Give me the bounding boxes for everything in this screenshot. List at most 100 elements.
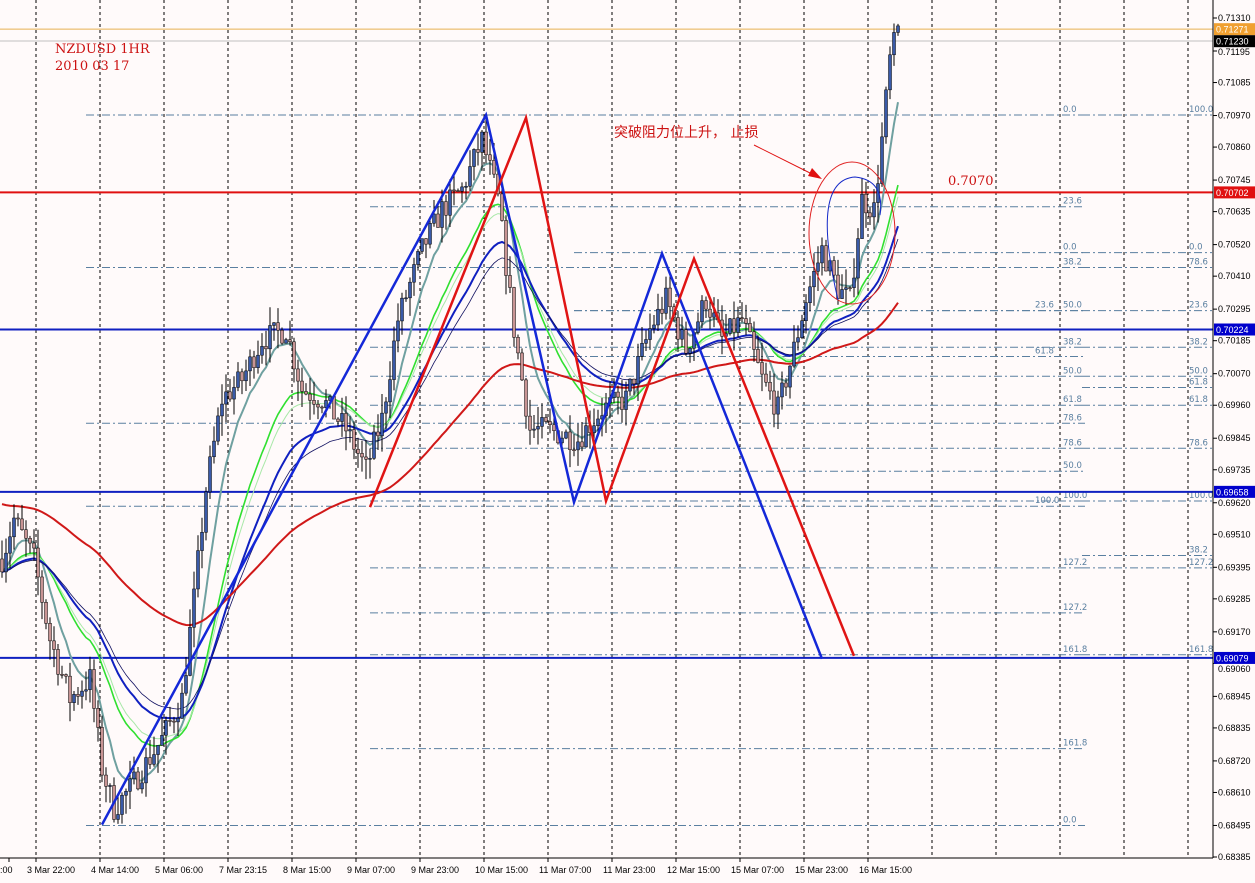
fib-label: 0.0 xyxy=(1063,105,1077,115)
candle-bear xyxy=(300,380,304,392)
arrow-line xyxy=(753,144,817,177)
candle-bull xyxy=(648,328,652,340)
candle-bull xyxy=(680,329,684,340)
price-axis[interactable]: 0.71310 0.71195 0.71085 0.70970 0.70860 0.707… xyxy=(1213,13,1251,862)
candle-bull xyxy=(144,757,148,784)
arrow-head xyxy=(808,168,822,179)
candle-bear xyxy=(356,448,360,454)
fib-label: 161.8 xyxy=(1189,645,1213,655)
red-ellipse xyxy=(808,161,896,305)
annotations: 突破阻力位上升， 止损 0.7070 NZDUSD 1HR 2010 03 17 xyxy=(55,42,994,305)
fib-label: 61.8 xyxy=(1035,346,1054,356)
candle-bull xyxy=(400,297,404,322)
candle-bear xyxy=(784,382,788,388)
candle-bull xyxy=(852,277,856,288)
candle-bull xyxy=(368,458,372,460)
candle-bull xyxy=(576,441,580,451)
candle-bull xyxy=(460,186,464,192)
candle-bear xyxy=(708,308,712,318)
candle-bear xyxy=(32,542,36,549)
price-marker-badge xyxy=(1214,485,1255,498)
candle-bull xyxy=(628,378,632,392)
candle-bull xyxy=(388,379,392,403)
time-tick-label: 9 Mar 23:00 xyxy=(411,865,459,875)
candle-bull xyxy=(860,193,864,239)
candle-bull xyxy=(804,302,808,321)
time-tick-label: 10 Mar 15:00 xyxy=(475,865,528,875)
candle-bull xyxy=(108,785,112,787)
candle-bear xyxy=(620,396,624,410)
candle-bull xyxy=(12,517,16,538)
candle-bear xyxy=(40,576,44,603)
candle-bear xyxy=(512,287,516,338)
candle-bear xyxy=(548,421,552,425)
candle-bear xyxy=(572,449,576,451)
candle-bear xyxy=(508,275,512,288)
candle-bull xyxy=(196,550,200,590)
chart-subtitle: 2010 03 17 xyxy=(55,59,129,74)
candle-bull xyxy=(256,354,260,368)
candle-bull xyxy=(372,431,376,459)
candle-bull xyxy=(652,324,656,329)
candle-bull xyxy=(260,346,264,356)
candle-bull xyxy=(380,412,384,437)
price-tick-label: 0.70520 xyxy=(1218,240,1251,250)
price-tick-label: 0.70295 xyxy=(1218,304,1251,314)
candle-bull xyxy=(816,262,820,272)
fib-label: 50.0 xyxy=(1063,461,1082,471)
fib-label: 23.6 xyxy=(1035,301,1054,311)
candle-bear xyxy=(744,318,748,324)
price-marker-label: 0.71230 xyxy=(1216,37,1249,47)
candle-bear xyxy=(456,190,460,192)
candle-bull xyxy=(876,183,880,203)
candle-bull xyxy=(88,669,92,690)
price-axis-bg xyxy=(1213,0,1255,883)
candle-bear xyxy=(668,287,672,308)
candle-bull xyxy=(532,428,536,431)
price-tick-label: 0.69395 xyxy=(1218,562,1251,572)
fib-label: 38.2 xyxy=(1063,258,1082,268)
candle-bull xyxy=(156,745,160,755)
candle-bear xyxy=(60,674,64,676)
candle-bear xyxy=(92,669,96,709)
price-tick-label: 0.68945 xyxy=(1218,691,1251,701)
candle-bear xyxy=(528,415,532,431)
price-tick-label: 0.68495 xyxy=(1218,820,1251,830)
candle-bull xyxy=(472,149,476,167)
candle-bear xyxy=(452,189,456,192)
price-tick-label: 0.71085 xyxy=(1218,78,1251,88)
candle-bear xyxy=(580,441,584,448)
price-tick-label: 0.68720 xyxy=(1218,756,1251,766)
zigzag-line xyxy=(100,111,824,826)
candle-bear xyxy=(168,720,172,722)
candle-bull xyxy=(596,418,600,427)
candle-bull xyxy=(540,417,544,427)
time-axis[interactable]: :00 3 Mar 22:00 4 Mar 14:00 5 Mar 06:00 7 Ma… xyxy=(0,858,912,875)
candle-bear xyxy=(616,391,620,398)
candle-bull xyxy=(152,754,156,765)
candle-bull xyxy=(432,213,436,224)
candle-bear xyxy=(424,238,428,245)
price-tick-label: 0.68835 xyxy=(1218,723,1251,733)
candle-bull xyxy=(872,202,876,218)
time-tick-label: 7 Mar 23:15 xyxy=(219,865,267,875)
price-tick-label: 0.70970 xyxy=(1218,111,1251,121)
candle-bear xyxy=(64,674,68,677)
zigzag-line xyxy=(368,113,856,657)
candle-bull xyxy=(192,588,196,628)
candle-bull xyxy=(208,456,212,493)
candle-bull xyxy=(204,491,208,533)
candle-bear xyxy=(864,193,868,214)
fib-label: 23.6 xyxy=(1189,301,1208,311)
candle-bear xyxy=(276,322,280,331)
candle-bear xyxy=(704,300,708,310)
candle-bear xyxy=(832,260,836,276)
candle-bull xyxy=(440,201,444,228)
candle-bear xyxy=(756,349,760,363)
candle-bull xyxy=(880,136,884,184)
price-tick-label: 0.71310 xyxy=(1218,13,1251,23)
price-tick-label: 0.69060 xyxy=(1218,664,1251,674)
blue-arc xyxy=(826,176,882,301)
